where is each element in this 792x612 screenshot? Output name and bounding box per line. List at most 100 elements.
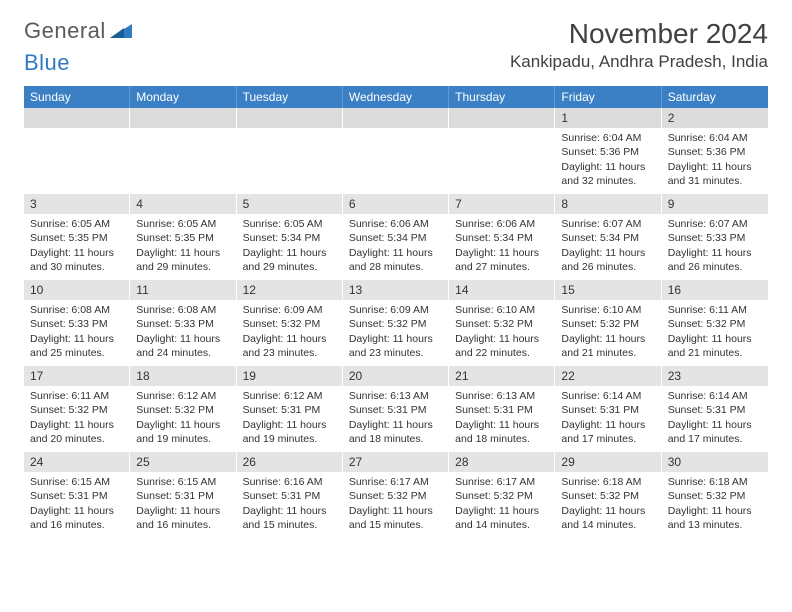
- day-number: 25: [130, 452, 235, 472]
- daylight-text: Daylight: 11 hours: [668, 160, 762, 174]
- day-number: 27: [343, 452, 448, 472]
- sunset-text: Sunset: 5:32 PM: [455, 317, 548, 331]
- sunset-text: Sunset: 5:32 PM: [349, 489, 442, 503]
- calendar-cell: 24Sunrise: 6:15 AMSunset: 5:31 PMDayligh…: [24, 452, 130, 538]
- day-number: 2: [662, 108, 768, 128]
- daylight-text: and 15 minutes.: [349, 518, 442, 532]
- daylight-text: Daylight: 11 hours: [349, 418, 442, 432]
- sunrise-text: Sunrise: 6:17 AM: [349, 475, 442, 489]
- sunrise-text: Sunrise: 6:13 AM: [455, 389, 548, 403]
- day-number: 13: [343, 280, 448, 300]
- daylight-text: Daylight: 11 hours: [668, 332, 762, 346]
- sunset-text: Sunset: 5:32 PM: [561, 489, 654, 503]
- sunset-text: Sunset: 5:34 PM: [243, 231, 336, 245]
- week-row: 10Sunrise: 6:08 AMSunset: 5:33 PMDayligh…: [24, 280, 768, 366]
- daylight-text: and 26 minutes.: [668, 260, 762, 274]
- daylight-text: and 28 minutes.: [349, 260, 442, 274]
- daylight-text: and 14 minutes.: [561, 518, 654, 532]
- day-number: 22: [555, 366, 660, 386]
- sunrise-text: Sunrise: 6:14 AM: [561, 389, 654, 403]
- day-number: 4: [130, 194, 235, 214]
- day-number: 24: [24, 452, 129, 472]
- sunrise-text: Sunrise: 6:05 AM: [136, 217, 229, 231]
- calendar-cell: 9Sunrise: 6:07 AMSunset: 5:33 PMDaylight…: [662, 194, 768, 280]
- daylight-text: and 27 minutes.: [455, 260, 548, 274]
- daylight-text: Daylight: 11 hours: [30, 332, 123, 346]
- daylight-text: Daylight: 11 hours: [243, 246, 336, 260]
- daylight-text: and 21 minutes.: [561, 346, 654, 360]
- location: Kankipadu, Andhra Pradesh, India: [510, 52, 768, 72]
- calendar-cell: 28Sunrise: 6:17 AMSunset: 5:32 PMDayligh…: [449, 452, 555, 538]
- sunset-text: Sunset: 5:31 PM: [561, 403, 654, 417]
- sunset-text: Sunset: 5:33 PM: [136, 317, 229, 331]
- daylight-text: and 16 minutes.: [136, 518, 229, 532]
- day-number: [449, 108, 554, 128]
- sunset-text: Sunset: 5:32 PM: [30, 403, 123, 417]
- sunrise-text: Sunrise: 6:13 AM: [349, 389, 442, 403]
- day-number: 14: [449, 280, 554, 300]
- daylight-text: Daylight: 11 hours: [136, 332, 229, 346]
- week-row: 1Sunrise: 6:04 AMSunset: 5:36 PMDaylight…: [24, 108, 768, 194]
- sunset-text: Sunset: 5:36 PM: [668, 145, 762, 159]
- calendar-cell: 11Sunrise: 6:08 AMSunset: 5:33 PMDayligh…: [130, 280, 236, 366]
- sunrise-text: Sunrise: 6:08 AM: [136, 303, 229, 317]
- daylight-text: Daylight: 11 hours: [136, 418, 229, 432]
- daylight-text: Daylight: 11 hours: [561, 418, 654, 432]
- day-number: [237, 108, 342, 128]
- calendar-cell: [449, 108, 555, 194]
- calendar-cell: 15Sunrise: 6:10 AMSunset: 5:32 PMDayligh…: [555, 280, 661, 366]
- sunrise-text: Sunrise: 6:04 AM: [668, 131, 762, 145]
- day-header: Saturday: [662, 86, 768, 108]
- sunset-text: Sunset: 5:31 PM: [243, 403, 336, 417]
- day-number: 6: [343, 194, 448, 214]
- daylight-text: and 29 minutes.: [136, 260, 229, 274]
- day-number: 18: [130, 366, 235, 386]
- day-header-row: Sunday Monday Tuesday Wednesday Thursday…: [24, 86, 768, 108]
- calendar-cell: 5Sunrise: 6:05 AMSunset: 5:34 PMDaylight…: [237, 194, 343, 280]
- sunset-text: Sunset: 5:32 PM: [349, 317, 442, 331]
- sunrise-text: Sunrise: 6:04 AM: [561, 131, 654, 145]
- calendar-cell: 17Sunrise: 6:11 AMSunset: 5:32 PMDayligh…: [24, 366, 130, 452]
- day-number: 5: [237, 194, 342, 214]
- sunset-text: Sunset: 5:36 PM: [561, 145, 654, 159]
- sunset-text: Sunset: 5:31 PM: [668, 403, 762, 417]
- sunset-text: Sunset: 5:31 PM: [243, 489, 336, 503]
- sunrise-text: Sunrise: 6:12 AM: [136, 389, 229, 403]
- calendar-cell: 6 Sunrise: 6:06 AMSunset: 5:34 PMDaylight…: [343, 194, 449, 280]
- weeks-container: 1Sunrise: 6:04 AMSunset: 5:36 PMDaylight…: [24, 108, 768, 538]
- day-number: 28: [449, 452, 554, 472]
- sunrise-text: Sunrise: 6:12 AM: [243, 389, 336, 403]
- sunset-text: Sunset: 5:32 PM: [668, 489, 762, 503]
- sunrise-text: Sunrise: 6:10 AM: [455, 303, 548, 317]
- logo-text-1: General: [24, 18, 106, 44]
- daylight-text: and 20 minutes.: [30, 432, 123, 446]
- sunrise-text: Sunrise: 6:07 AM: [668, 217, 762, 231]
- calendar-cell: [237, 108, 343, 194]
- calendar-cell: 18Sunrise: 6:12 AMSunset: 5:32 PMDayligh…: [130, 366, 236, 452]
- daylight-text: Daylight: 11 hours: [455, 332, 548, 346]
- day-number: 9: [662, 194, 768, 214]
- daylight-text: Daylight: 11 hours: [243, 504, 336, 518]
- daylight-text: and 18 minutes.: [349, 432, 442, 446]
- day-header: Thursday: [449, 86, 555, 108]
- daylight-text: and 26 minutes.: [561, 260, 654, 274]
- calendar-cell: [343, 108, 449, 194]
- daylight-text: Daylight: 11 hours: [455, 246, 548, 260]
- sunrise-text: Sunrise: 6:09 AM: [349, 303, 442, 317]
- daylight-text: Daylight: 11 hours: [349, 246, 442, 260]
- sunrise-text: Sunrise: 6:06 AM: [349, 217, 442, 231]
- calendar-cell: 1Sunrise: 6:04 AMSunset: 5:36 PMDaylight…: [555, 108, 661, 194]
- calendar-cell: 26Sunrise: 6:16 AMSunset: 5:31 PMDayligh…: [237, 452, 343, 538]
- daylight-text: and 14 minutes.: [455, 518, 548, 532]
- calendar-cell: 27Sunrise: 6:17 AMSunset: 5:32 PMDayligh…: [343, 452, 449, 538]
- sunset-text: Sunset: 5:31 PM: [455, 403, 548, 417]
- daylight-text: Daylight: 11 hours: [561, 160, 654, 174]
- daylight-text: and 29 minutes.: [243, 260, 336, 274]
- calendar-cell: 4Sunrise: 6:05 AMSunset: 5:35 PMDaylight…: [130, 194, 236, 280]
- sunrise-text: Sunrise: 6:18 AM: [668, 475, 762, 489]
- daylight-text: and 23 minutes.: [243, 346, 336, 360]
- sunrise-text: Sunrise: 6:08 AM: [30, 303, 123, 317]
- daylight-text: Daylight: 11 hours: [30, 504, 123, 518]
- sunset-text: Sunset: 5:34 PM: [349, 231, 442, 245]
- daylight-text: Daylight: 11 hours: [30, 246, 123, 260]
